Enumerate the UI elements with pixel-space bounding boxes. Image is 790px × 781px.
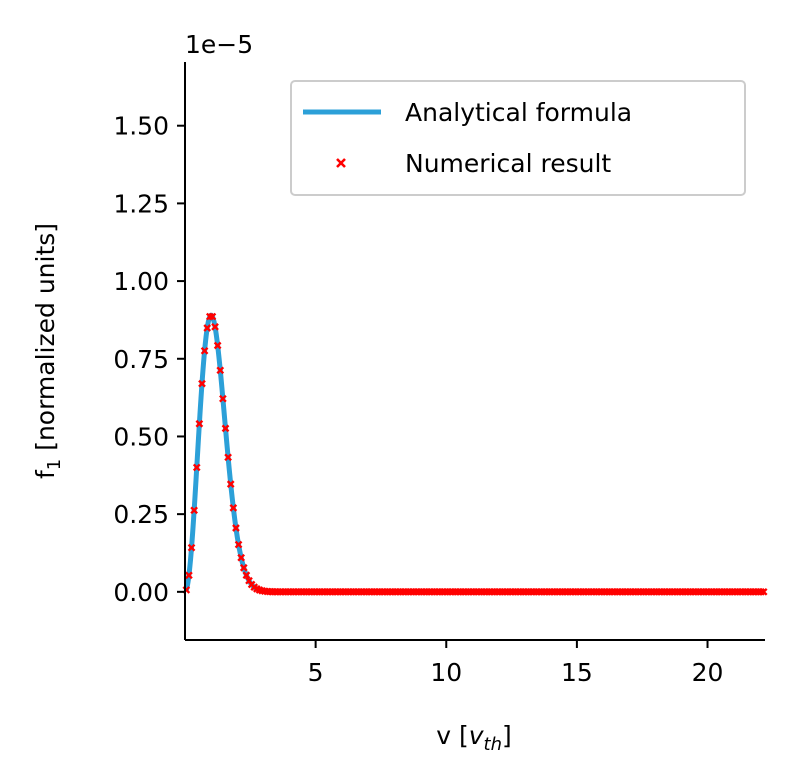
numerical-point: [237, 553, 246, 562]
x-tick-label: 20: [692, 658, 724, 687]
numerical-point: [195, 419, 204, 428]
numerical-point: [213, 341, 222, 350]
y-tick-label: 0.50: [113, 422, 169, 451]
x-tick-label: 15: [561, 658, 593, 687]
numerical-point: [239, 563, 248, 572]
numerical-point: [221, 424, 230, 433]
x-axis-label: v [vth]: [436, 721, 512, 755]
numerical-point: [232, 524, 240, 532]
y-tick-label: 0.75: [113, 345, 169, 374]
numerical-point: [200, 346, 209, 355]
numerical-point: [226, 480, 235, 488]
numerical-point: [759, 587, 768, 596]
numerical-point: [211, 322, 219, 331]
numerical-point: [224, 453, 232, 462]
y-tick-label: 1.25: [113, 189, 169, 218]
analytical-curve: [183, 312, 767, 595]
legend-label-numerical: Numerical result: [405, 149, 611, 178]
numerical-point: [185, 571, 193, 580]
legend: Analytical formula Numerical result: [290, 80, 746, 196]
x-tick-label: 5: [308, 658, 324, 687]
x-tick-label: 10: [430, 658, 462, 687]
numerical-point: [216, 366, 225, 375]
numerical-point: [242, 571, 251, 580]
numerical-point: [198, 379, 206, 388]
legend-frame: [290, 80, 746, 196]
numerical-point: [190, 506, 198, 515]
numerical-point: [192, 463, 201, 472]
numerical-point: [219, 394, 227, 403]
numerical-point: [203, 324, 212, 332]
y-offset-text: 1e−5: [185, 30, 253, 59]
numerical-point: [234, 540, 243, 549]
ticks-layer: 5 10 15 20 0.00 0.25 0.50 0.75 1.00 1.25 1.50: [113, 112, 723, 687]
y-tick-label: 0.00: [113, 578, 169, 607]
legend-label-analytical: Analytical formula: [405, 98, 632, 127]
numerical-point: [187, 543, 196, 552]
data-layer: [182, 312, 768, 596]
y-axis-label: f1 [normalized units]: [31, 223, 65, 479]
numerical-point: [229, 504, 238, 512]
y-tick-label: 0.25: [113, 500, 169, 529]
y-tick-label: 1.50: [113, 112, 169, 141]
numerical-point: [208, 312, 217, 321]
y-tick-label: 1.00: [113, 267, 169, 296]
legend-marker-swatch: [336, 158, 346, 168]
